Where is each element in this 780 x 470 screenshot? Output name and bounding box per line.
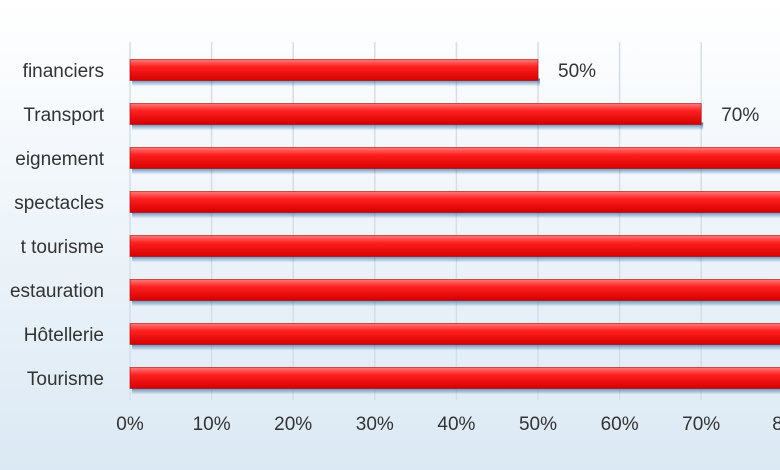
bar [129,191,780,213]
x-tick-label: 50% [519,414,557,435]
bar [129,147,780,169]
x-axis-ticks: 0% 10% 20% 30% 40% 50% 60% 70% 80 [116,414,780,435]
bar-shadow [132,166,780,175]
bar-shadow [132,342,780,351]
bar [129,103,702,125]
x-tick-label: 40% [437,414,475,435]
bar [129,323,780,345]
data-label: 50% [558,61,596,82]
bar-shadow [132,298,780,307]
x-tick-label: 20% [274,414,312,435]
bar-shadow [132,210,780,219]
category-label: eignement [15,149,104,170]
bar-shadow [132,122,704,131]
bar [129,59,539,81]
category-labels: financiers Transport eignement spectacles t … [10,61,105,390]
data-label: 70% [721,105,759,126]
category-label: Tourisme [27,369,104,390]
x-tick-label: 70% [682,414,720,435]
x-tick-label: 60% [601,414,639,435]
bar [129,235,780,257]
category-label: t tourisme [21,237,104,258]
x-tick-label: 30% [356,414,394,435]
x-tick-label: 80 [772,414,780,435]
bars [129,59,780,395]
category-label: Transport [23,105,104,126]
category-label: spectacles [14,193,104,214]
category-label: Hôtellerie [24,325,104,346]
bar [129,367,780,389]
x-tick-label: 0% [116,414,144,435]
category-label: estauration [10,281,104,302]
bar [129,279,780,301]
category-label: financiers [23,61,104,82]
bar-shadow [132,78,540,87]
x-tick-label: 10% [193,414,231,435]
bar-shadow [132,386,780,395]
bar-shadow [132,254,780,263]
data-labels: 50% 70% [558,61,759,126]
